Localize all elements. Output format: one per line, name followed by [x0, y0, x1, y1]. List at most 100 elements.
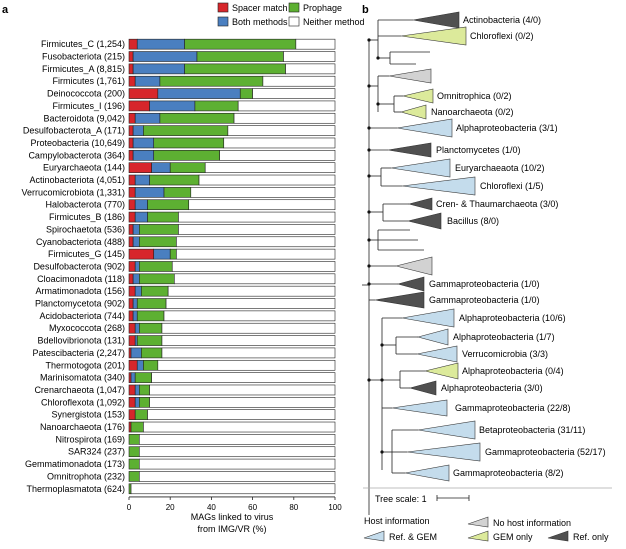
- clade-triangle: [416, 328, 449, 346]
- legend-label: Ref. only: [573, 532, 609, 542]
- legend-label: Ref. & GEM: [389, 532, 437, 542]
- category-label: Cloacimonadota (118): [37, 274, 125, 284]
- bar-segment: [130, 372, 136, 383]
- category-label: Gemmatimonadota (173): [25, 459, 125, 469]
- bar-segment: [128, 446, 140, 458]
- clade-triangle: [401, 176, 476, 196]
- bar-segment: [153, 137, 225, 149]
- bar-segment: [143, 359, 159, 371]
- bar-segment: [163, 310, 336, 322]
- bar-segment: [169, 162, 206, 173]
- bar-segment: [178, 224, 336, 235]
- legend-title: Host information: [364, 516, 430, 526]
- panel-a-letter: a: [2, 4, 9, 16]
- category-label: Firmicutes_I (196): [52, 101, 125, 111]
- tree-node: [367, 84, 371, 88]
- bar-segment: [130, 421, 144, 433]
- bar-segment: [128, 248, 155, 260]
- bar-segment: [143, 125, 229, 136]
- bar-segment: [128, 162, 152, 173]
- bar-segment: [128, 150, 134, 161]
- clade-triangle: [396, 276, 425, 292]
- clade-label: Alphaproteobacteria (0/4): [462, 366, 564, 376]
- legend-triangle: [467, 516, 489, 528]
- category-label: Fusobacteriota (215): [42, 52, 125, 62]
- bar-segment: [130, 483, 336, 495]
- category-label: Nanoarchaeota (176): [40, 422, 125, 432]
- tree-node: [367, 38, 371, 42]
- clade-triangle: [391, 399, 448, 417]
- category-label: Nitrospirota (169): [55, 434, 125, 444]
- bar-segment: [128, 359, 138, 371]
- category-label: Cyanobacteriota (488): [36, 237, 125, 247]
- clade-triangle: [407, 197, 433, 211]
- bar-segment: [128, 125, 134, 136]
- category-label: Acidobacteriota (744): [39, 311, 125, 321]
- bar-segment: [141, 347, 163, 359]
- bar-segment: [227, 125, 336, 136]
- bar-segment: [139, 397, 150, 408]
- bar-segment: [134, 199, 148, 211]
- category-label: Firmicutes_B (186): [49, 212, 125, 222]
- bar-segment: [171, 261, 336, 272]
- bar-segment: [128, 421, 132, 433]
- tree-node: [380, 343, 384, 347]
- clade-triangle: [404, 464, 450, 482]
- legend-swatch: [217, 2, 229, 13]
- bar-segment: [157, 359, 336, 371]
- clade-label: Gammaproteobacteria (52/17): [485, 447, 606, 457]
- category-label: Planctomycetota (902): [35, 299, 125, 309]
- bar-segment: [252, 88, 336, 99]
- bar-segment: [132, 310, 138, 322]
- clade-label: Alphaproteobacteria (3/1): [456, 123, 558, 133]
- bar-segment: [159, 75, 264, 87]
- bar-segment: [134, 384, 140, 396]
- clade-triangle: [399, 104, 427, 120]
- clade-triangle: [395, 256, 433, 276]
- bar-segment: [285, 63, 336, 75]
- bar-segment: [233, 112, 336, 124]
- clade-label: Gammaproteobacteria (1/0): [429, 295, 540, 305]
- bar-segment: [132, 236, 140, 248]
- category-label: Halobacterota (770): [45, 200, 125, 210]
- bar-segment: [136, 298, 167, 309]
- bar-segment: [128, 458, 140, 470]
- bar-segment: [134, 261, 140, 272]
- bar-segment: [184, 63, 286, 75]
- bar-segment: [128, 298, 134, 309]
- bar-segment: [134, 322, 140, 334]
- bar-segment: [190, 187, 336, 198]
- bar-segment: [141, 285, 169, 297]
- bar-segment: [139, 261, 173, 272]
- category-label: Marinisomatota (340): [40, 373, 125, 383]
- bar-chart: [128, 38, 336, 495]
- bar-segment: [128, 187, 136, 198]
- bar-segment: [194, 100, 239, 112]
- legend-label: No host information: [493, 518, 571, 528]
- bar-segment: [128, 88, 159, 99]
- tree-node: [367, 174, 371, 178]
- bar-segment: [139, 384, 150, 396]
- category-label: Crenarchaeota (1,047): [34, 385, 125, 395]
- category-label: Verrucomicrobiota (1,331): [21, 187, 125, 197]
- tree-scale: Tree scale: 1: [363, 487, 612, 504]
- bar-segment: [143, 421, 336, 433]
- bar-segment: [134, 335, 138, 346]
- bar-segment: [139, 236, 177, 248]
- clade-triangle: [416, 345, 458, 363]
- clade-label: Actinobacteria (4/0): [463, 15, 541, 25]
- clade-triangle: [406, 442, 481, 462]
- bar-segment: [139, 224, 179, 235]
- bar-segment: [283, 51, 336, 62]
- legend-triangle: [547, 530, 569, 542]
- bar-segment: [132, 137, 155, 149]
- bar-segment: [136, 335, 163, 346]
- x-tick-label: 40: [207, 503, 216, 512]
- bar-segment: [134, 372, 152, 383]
- clade-triangle: [401, 308, 455, 328]
- bar-segment: [139, 446, 336, 458]
- clade-triangle: [390, 158, 451, 178]
- legend-label: Prophage: [303, 3, 342, 13]
- bar-segment: [128, 322, 136, 334]
